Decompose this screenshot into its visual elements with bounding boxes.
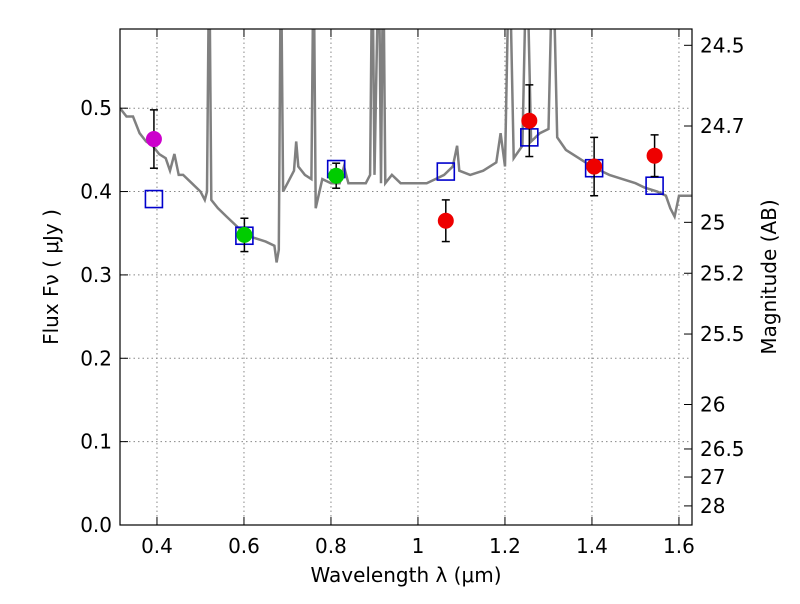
x-tick-label: 1.4 — [576, 534, 608, 558]
observed-point-marker — [586, 158, 603, 175]
x-axis-label: Wavelength λ (μm) — [310, 563, 501, 587]
y-tick-label: 0.5 — [80, 96, 112, 120]
y2-tick-label: 27 — [700, 465, 725, 489]
points-layer — [144, 84, 664, 253]
y2-tick-label: 25.2 — [700, 261, 745, 285]
y2-tick-label: 25.5 — [700, 322, 745, 346]
y2-tick-label: 25 — [700, 210, 725, 234]
y2-axis-label: Magnitude (AB) — [757, 199, 781, 354]
observed-point-marker — [521, 112, 538, 129]
observed-point-marker — [236, 226, 253, 243]
y2-tick-label: 26.5 — [700, 437, 745, 461]
model-square-marker — [144, 189, 164, 209]
observed-point-marker — [646, 147, 663, 164]
x-tick-label: 0.6 — [228, 534, 260, 558]
grid-lines — [120, 29, 692, 525]
plot-frame — [119, 28, 693, 526]
x-tick-label: 0.8 — [315, 534, 347, 558]
y-tick-label: 0.1 — [80, 430, 112, 454]
y-tick-label: 0.4 — [80, 180, 112, 204]
tick-marks — [120, 29, 692, 526]
observed-point-marker — [145, 131, 162, 148]
y-tick-label: 0.2 — [80, 346, 112, 370]
x-tick-label: 0.4 — [141, 534, 173, 558]
model-square-marker — [436, 162, 456, 181]
spectrum-layer — [120, 29, 692, 263]
observed-point-marker — [328, 167, 345, 184]
x-tick-label: 1.6 — [663, 534, 695, 558]
y2-tick-label: 26 — [700, 393, 725, 417]
spectrum-line — [120, 29, 692, 263]
y-axis-label: Flux Fν ( μJy ) — [39, 209, 63, 345]
y2-tick-label: 28 — [700, 494, 725, 518]
y-tick-label: 0.3 — [80, 263, 112, 287]
y-tick-label: 0.0 — [80, 513, 112, 537]
x-tick-label: 1 — [412, 534, 425, 558]
observed-point-marker — [437, 212, 454, 229]
y2-tick-label: 24.5 — [700, 33, 745, 57]
y2-tick-label: 24.7 — [700, 114, 745, 138]
x-tick-label: 1.2 — [489, 534, 521, 558]
